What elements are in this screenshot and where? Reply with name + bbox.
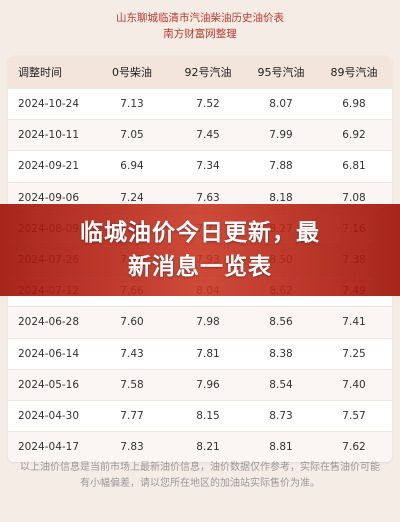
- price-cell: 6.81: [316, 150, 392, 183]
- headline-line-1: 临城油价今日更新，最: [80, 220, 320, 246]
- price-cell: 8.07: [246, 87, 316, 120]
- date-cell: 2024-06-14: [8, 337, 94, 370]
- date-cell: 2024-05-16: [8, 368, 94, 401]
- price-cell: 8.73: [246, 399, 316, 432]
- price-cell: 7.99: [246, 119, 316, 151]
- date-cell: 2024-06-28: [8, 306, 94, 338]
- price-cell: 7.43: [94, 337, 170, 370]
- table-header-row: 调整时间 0号柴油 92号汽油 95号汽油 89号汽油: [8, 56, 392, 89]
- table-row: 2024-06-28 7.60 7.98 8.56 7.41: [8, 306, 392, 338]
- date-cell: 2024-10-11: [8, 119, 94, 151]
- price-cell: 8.54: [246, 368, 316, 401]
- price-cell: 7.88: [246, 150, 316, 183]
- column-header: 调整时间: [8, 56, 94, 89]
- headline-banner: 临城油价今日更新，最 新消息一览表: [0, 204, 400, 296]
- price-cell: 7.41: [316, 306, 392, 338]
- price-cell: 7.40: [316, 368, 392, 401]
- price-cell: 7.45: [170, 119, 246, 151]
- column-header: 92号汽油: [170, 56, 246, 89]
- price-cell: 7.25: [316, 337, 392, 370]
- table-row: 2024-04-30 7.77 8.15 8.73 7.57: [8, 399, 392, 432]
- column-header: 0号柴油: [94, 56, 170, 89]
- date-cell: 2024-10-24: [8, 87, 94, 120]
- table-row: 2024-10-24 7.13 7.52 8.07 6.98: [8, 87, 392, 120]
- price-cell: 7.57: [316, 399, 392, 432]
- price-cell: 7.05: [94, 119, 170, 151]
- table-title: 山东聊城临清市汽油柴油历史油价表: [116, 12, 284, 24]
- price-cell: 6.98: [316, 87, 392, 120]
- price-cell: 7.62: [316, 431, 392, 463]
- price-cell: 7.34: [170, 150, 246, 183]
- price-cell: 7.83: [94, 431, 170, 463]
- table-row: 2024-04-17 7.83 8.21 8.81 7.62: [8, 431, 392, 463]
- price-cell: 8.15: [170, 399, 246, 432]
- table-source: 南方财富网整理: [163, 28, 237, 40]
- column-header: 95号汽油: [246, 56, 316, 89]
- price-cell: 8.56: [246, 306, 316, 338]
- table-caption: 山东聊城临清市汽油柴油历史油价表 南方财富网整理: [0, 10, 400, 42]
- headline-line-2: 新消息一览表: [128, 254, 272, 280]
- price-cell: 7.52: [170, 87, 246, 120]
- price-cell: 6.94: [94, 150, 170, 183]
- column-header: 89号汽油: [316, 56, 392, 89]
- disclaimer-note: 以上油价信息是当前市场上最新油价信息，油价数据仅作参考，实际在售油价可能有小幅偏…: [20, 462, 380, 489]
- table-row: 2024-05-16 7.58 7.96 8.54 7.40: [8, 368, 392, 401]
- price-cell: 7.60: [94, 306, 170, 338]
- price-cell: 6.92: [316, 119, 392, 151]
- price-cell: 7.98: [170, 306, 246, 338]
- price-cell: 7.81: [170, 337, 246, 370]
- price-cell: 8.38: [246, 337, 316, 370]
- price-cell: 7.13: [94, 87, 170, 120]
- date-cell: 2024-04-17: [8, 431, 94, 463]
- table-row: 2024-09-21 6.94 7.34 7.88 6.81: [8, 150, 392, 183]
- table-row: 2024-10-11 7.05 7.45 7.99 6.92: [8, 119, 392, 151]
- price-cell: 8.21: [170, 431, 246, 463]
- date-cell: 2024-04-30: [8, 399, 94, 432]
- table-row: 2024-06-14 7.43 7.81 8.38 7.25: [8, 337, 392, 370]
- price-cell: 8.81: [246, 431, 316, 463]
- price-cell: 7.58: [94, 368, 170, 401]
- price-cell: 7.77: [94, 399, 170, 432]
- date-cell: 2024-09-21: [8, 150, 94, 183]
- price-cell: 7.96: [170, 368, 246, 401]
